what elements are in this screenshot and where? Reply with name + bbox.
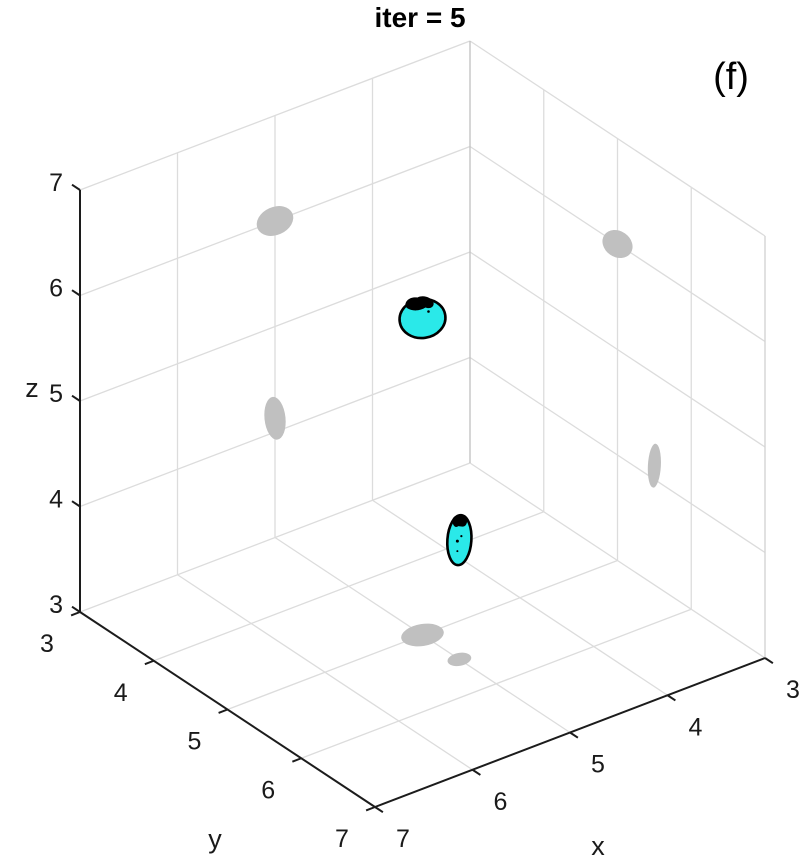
shadow-lower-blob-right-wall [647,443,661,488]
x-tick-label-7: 7 [396,825,410,853]
x-tick [471,768,481,776]
lower-blob-dark-cap [452,514,468,527]
lower-blob-speck [456,550,459,553]
panel-label: (f) [713,56,749,98]
z-tick-label-3: 3 [49,591,63,619]
shadow-lower-blob-floor [447,652,472,667]
upper-blob-speck [427,310,430,313]
y-tick-label-3: 3 [40,630,54,658]
x-tick [764,657,774,665]
isosurfaces [398,296,473,567]
y-tick-label-7: 7 [335,825,349,853]
axis-lines [70,183,774,814]
floor-grid-y4 [153,511,544,662]
y-tick-label-5: 5 [188,728,202,756]
surface-upper-blob [398,296,447,340]
x-tick-label-6: 6 [494,788,508,816]
shadow-projections [256,206,661,667]
lower-blob-speck [460,535,463,538]
axis-labels: z y x [25,373,605,861]
y-tick [291,757,302,763]
x-tick [374,806,384,814]
z-tick-label-6: 6 [49,275,63,303]
left-wall-grid-z5 [79,251,471,402]
left-wall-grid-z7 [79,40,471,191]
y-tick-label-6: 6 [261,776,275,804]
y-axis-label: y [208,824,222,854]
upper-blob-speck [414,308,417,311]
z-tick [71,394,81,402]
lower-blob-speck [455,539,459,543]
z-tick-label-5: 5 [49,380,63,408]
x-tick-label-3: 3 [786,676,800,704]
z-tick [71,500,81,508]
x-tick-label-5: 5 [591,751,605,779]
floor-grid-y6 [301,608,692,759]
shadow-upper-blob-left-wall [256,206,294,236]
z-tick [71,605,81,613]
upper-blob-dark-cap [405,296,434,311]
y-tick [218,708,228,714]
z-axis-label: z [25,373,39,403]
shadow-upper-blob-right-wall [602,229,633,259]
y-tick [70,611,81,617]
z-tick [71,289,81,297]
shadow-lower-blob-left-wall [264,396,286,440]
right-wall-grid-z5 [469,251,766,448]
plot-title: iter = 5 [374,2,466,33]
surface-lower-blob [445,513,473,567]
y-tick [144,659,155,666]
z-tick-label-7: 7 [49,169,63,197]
tick-labels: 3 4 5 6 7 3 4 5 6 7 3 4 5 6 7 [40,169,800,853]
x-tick-label-4: 4 [689,713,703,741]
x-axis-label: x [591,831,605,861]
x-tick [569,731,579,739]
z-tick-label-4: 4 [49,486,63,514]
shadow-upper-blob-floor [401,623,444,647]
right-wall-grid-z4 [469,356,766,554]
right-wall-grid-z7 [469,40,766,237]
grid-lines [79,40,766,771]
x-tick [666,694,676,702]
z-tick [71,183,81,191]
y-tick [365,806,376,812]
y-tick-label-4: 4 [114,679,128,707]
